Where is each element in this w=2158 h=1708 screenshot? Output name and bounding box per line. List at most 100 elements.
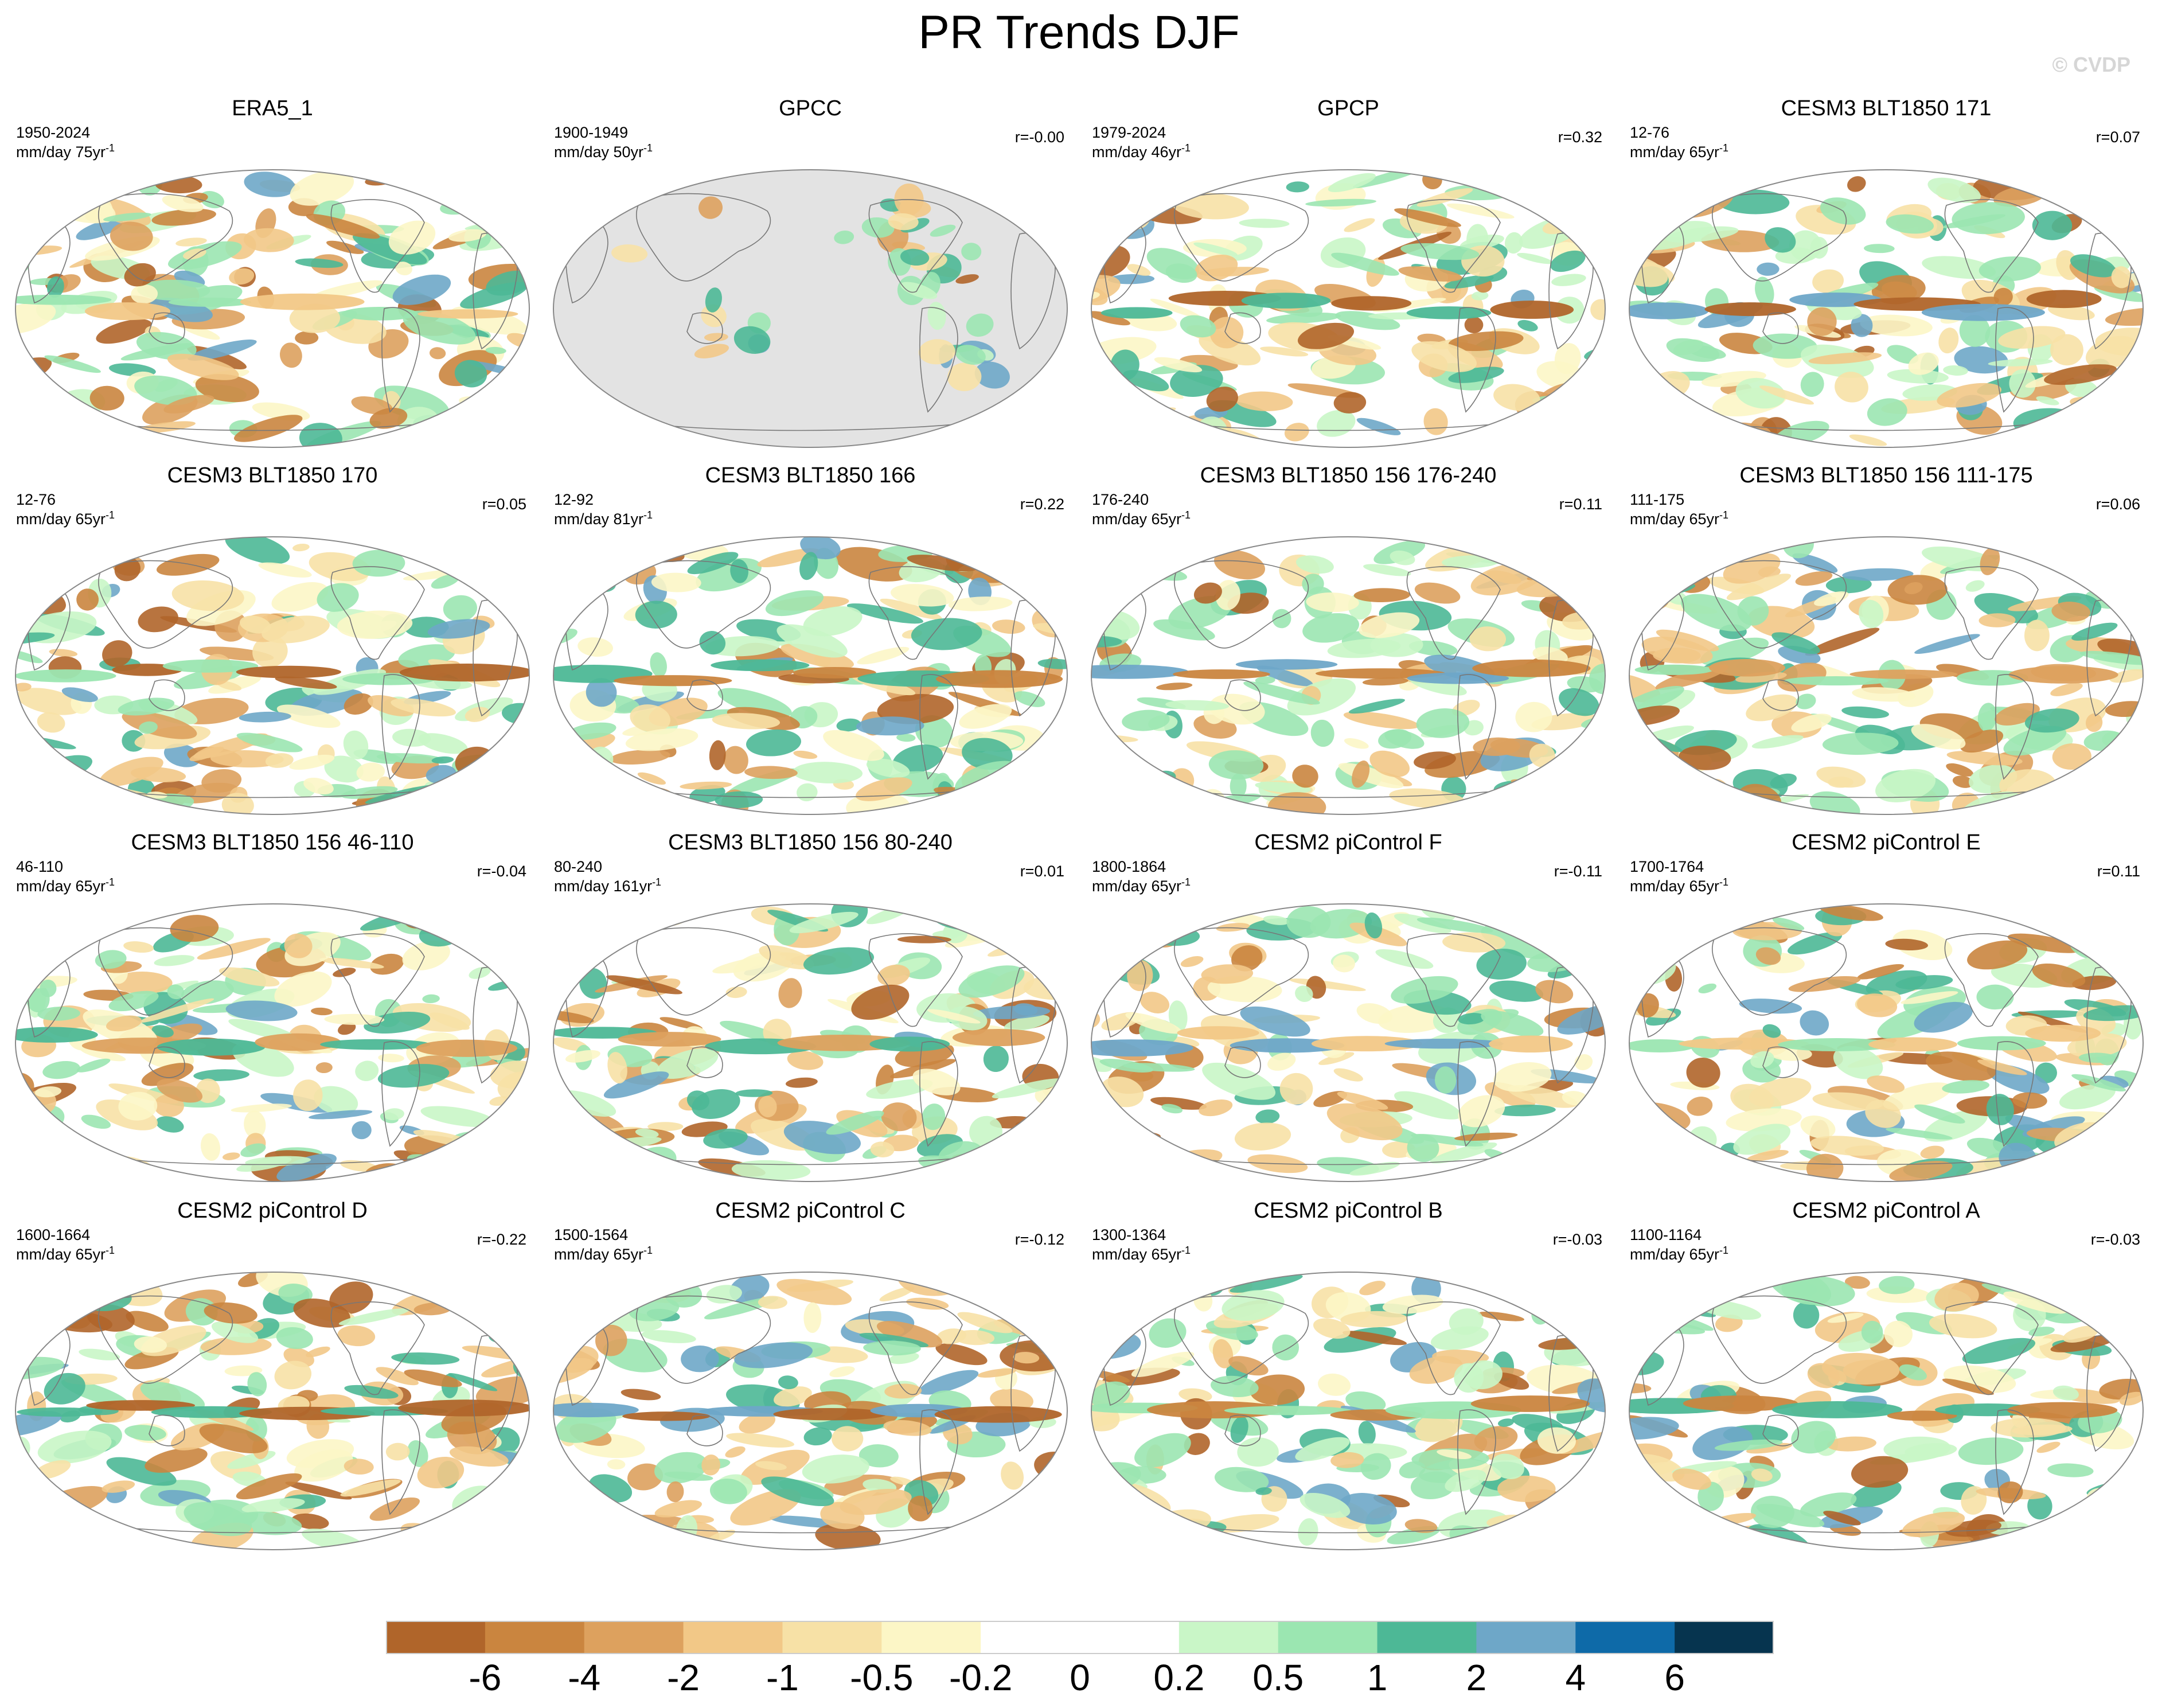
trend-patch	[966, 1283, 984, 1291]
trend-patch	[1160, 426, 1201, 438]
trend-patch	[102, 640, 132, 667]
trend-patch	[1091, 778, 1120, 808]
trend-patch	[44, 1372, 85, 1405]
trend-patch	[1746, 1150, 1789, 1161]
trend-patch	[319, 957, 384, 969]
trend-patch	[606, 975, 682, 995]
trend-patch	[404, 1369, 462, 1387]
trend-patch	[650, 652, 667, 677]
trend-patch	[2024, 619, 2050, 652]
equatorial-band	[1683, 1395, 1798, 1411]
trend-patch	[1122, 1063, 1195, 1072]
trend-patch	[1751, 1468, 1773, 1482]
trend-patch	[1886, 214, 1934, 234]
trend-patch	[1399, 1461, 1426, 1479]
trend-patch	[1851, 1456, 1909, 1488]
units-exponent: -1	[1181, 509, 1191, 521]
trend-patch	[112, 972, 173, 994]
map-border	[1629, 536, 2144, 815]
trend-patch	[1127, 1141, 1147, 1167]
trend-patch	[1698, 983, 1717, 993]
trend-patch	[1962, 1337, 2036, 1364]
trend-patch	[496, 579, 528, 610]
coastline	[1173, 560, 1309, 649]
trend-patch	[15, 1411, 62, 1437]
panel-units-text: mm/day 65yr	[1630, 1246, 1720, 1263]
map-border	[1091, 536, 1606, 815]
trend-patch	[1448, 366, 1504, 383]
trend-patch	[167, 984, 185, 1000]
panel-title: CESM2 piControl E	[1792, 830, 1981, 855]
trend-patch	[1852, 687, 1916, 702]
trend-patch	[509, 939, 529, 969]
trend-patch	[454, 1527, 474, 1537]
equatorial-band	[1634, 664, 1714, 675]
trend-patch	[1560, 410, 1581, 420]
trend-patch	[1812, 269, 1844, 293]
coastline	[635, 1295, 771, 1384]
colorbar-segment	[1575, 1621, 1675, 1654]
trend-patch	[337, 1022, 356, 1035]
trend-patch	[175, 237, 207, 247]
map-border	[553, 169, 1068, 448]
trend-patch	[1302, 613, 1360, 643]
panel-units-text: mm/day 81yr	[554, 510, 644, 528]
coastline	[1224, 1046, 1261, 1078]
trend-patch	[581, 1273, 608, 1302]
trend-patch	[797, 783, 818, 802]
trend-patch	[1750, 1051, 1774, 1069]
trend-patch	[681, 1346, 719, 1372]
trend-patch	[1038, 1278, 1063, 1308]
trend-patch	[1629, 192, 1666, 218]
equatorial-band	[168, 297, 252, 307]
trend-patch	[1394, 913, 1451, 934]
map-panel: CESM3 BLT1850 156 176-240 176-240 mm/day 6…	[1082, 463, 1615, 826]
trend-patch	[130, 767, 186, 783]
trend-patch	[1677, 1272, 1699, 1296]
panel-period: 111-175	[1630, 491, 1685, 508]
colorbar-segment	[1476, 1621, 1576, 1654]
trend-patch	[1800, 1010, 1829, 1036]
trend-patch	[1410, 1471, 1457, 1500]
trend-patch	[1255, 1109, 1280, 1124]
trend-patch	[793, 750, 818, 759]
trend-patch	[1050, 904, 1067, 921]
trend-patch	[1310, 719, 1334, 747]
trend-patch	[1091, 785, 1125, 803]
trend-patch	[776, 1278, 852, 1305]
trend-patch	[1489, 980, 1544, 1002]
trend-patch	[1098, 774, 1169, 796]
trend-patch	[258, 562, 312, 578]
map-panel: ERA5_1 1950-2024 mm/day 75yr-1	[6, 96, 539, 459]
trend-patch	[2044, 364, 2117, 385]
trend-patch	[1292, 765, 1318, 788]
robinson-map	[553, 1272, 1068, 1550]
trend-patch	[1849, 434, 1887, 446]
trend-patch	[79, 1348, 120, 1360]
trend-patch	[293, 1079, 323, 1112]
trend-patch	[1230, 1416, 1248, 1443]
trend-patch	[2086, 922, 2129, 942]
trend-patch	[991, 785, 1023, 814]
equatorial-band	[1091, 664, 1189, 679]
trend-patch	[1215, 580, 1240, 610]
trend-patch	[416, 787, 485, 814]
trend-patch	[1298, 1518, 1318, 1546]
equatorial-band	[1407, 672, 1509, 684]
trend-patch	[1013, 1003, 1038, 1016]
trend-patch	[2065, 1161, 2116, 1181]
trend-patch	[2102, 176, 2133, 205]
trend-patch	[2073, 1157, 2143, 1172]
trend-patch	[1091, 584, 1126, 603]
trend-patch	[553, 965, 567, 988]
trend-patch	[1444, 275, 1494, 289]
trend-patch	[1333, 392, 1367, 414]
trend-patch	[134, 375, 197, 405]
coastline	[868, 566, 963, 660]
trend-patch	[1835, 372, 1868, 403]
panel-period: 1500-1564	[554, 1226, 629, 1243]
trend-patch	[1629, 1300, 1671, 1331]
trend-patch	[448, 1373, 498, 1391]
trend-patch	[1887, 369, 1949, 384]
trend-patch	[851, 984, 910, 1020]
